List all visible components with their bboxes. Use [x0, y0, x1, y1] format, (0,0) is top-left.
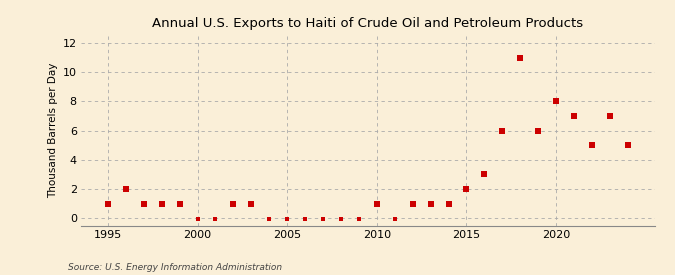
Point — [587, 143, 597, 147]
Point — [246, 201, 256, 206]
Point — [551, 99, 562, 104]
Point — [354, 217, 364, 222]
Point — [461, 187, 472, 191]
Point — [120, 187, 131, 191]
Point — [443, 201, 454, 206]
Point — [568, 114, 579, 118]
Point — [425, 201, 436, 206]
Point — [210, 217, 221, 222]
Title: Annual U.S. Exports to Haiti of Crude Oil and Petroleum Products: Annual U.S. Exports to Haiti of Crude Oi… — [153, 17, 583, 31]
Point — [622, 143, 633, 147]
Text: Source: U.S. Energy Information Administration: Source: U.S. Energy Information Administ… — [68, 263, 281, 272]
Point — [515, 56, 526, 60]
Point — [605, 114, 616, 118]
Point — [174, 201, 185, 206]
Point — [407, 201, 418, 206]
Point — [389, 217, 400, 222]
Point — [533, 128, 543, 133]
Point — [300, 217, 310, 222]
Y-axis label: Thousand Barrels per Day: Thousand Barrels per Day — [49, 63, 59, 198]
Point — [192, 217, 203, 222]
Point — [479, 172, 490, 177]
Point — [138, 201, 149, 206]
Point — [281, 217, 292, 222]
Point — [497, 128, 508, 133]
Point — [103, 201, 113, 206]
Point — [228, 201, 239, 206]
Point — [318, 217, 329, 222]
Point — [335, 217, 346, 222]
Point — [371, 201, 382, 206]
Point — [264, 217, 275, 222]
Point — [157, 201, 167, 206]
